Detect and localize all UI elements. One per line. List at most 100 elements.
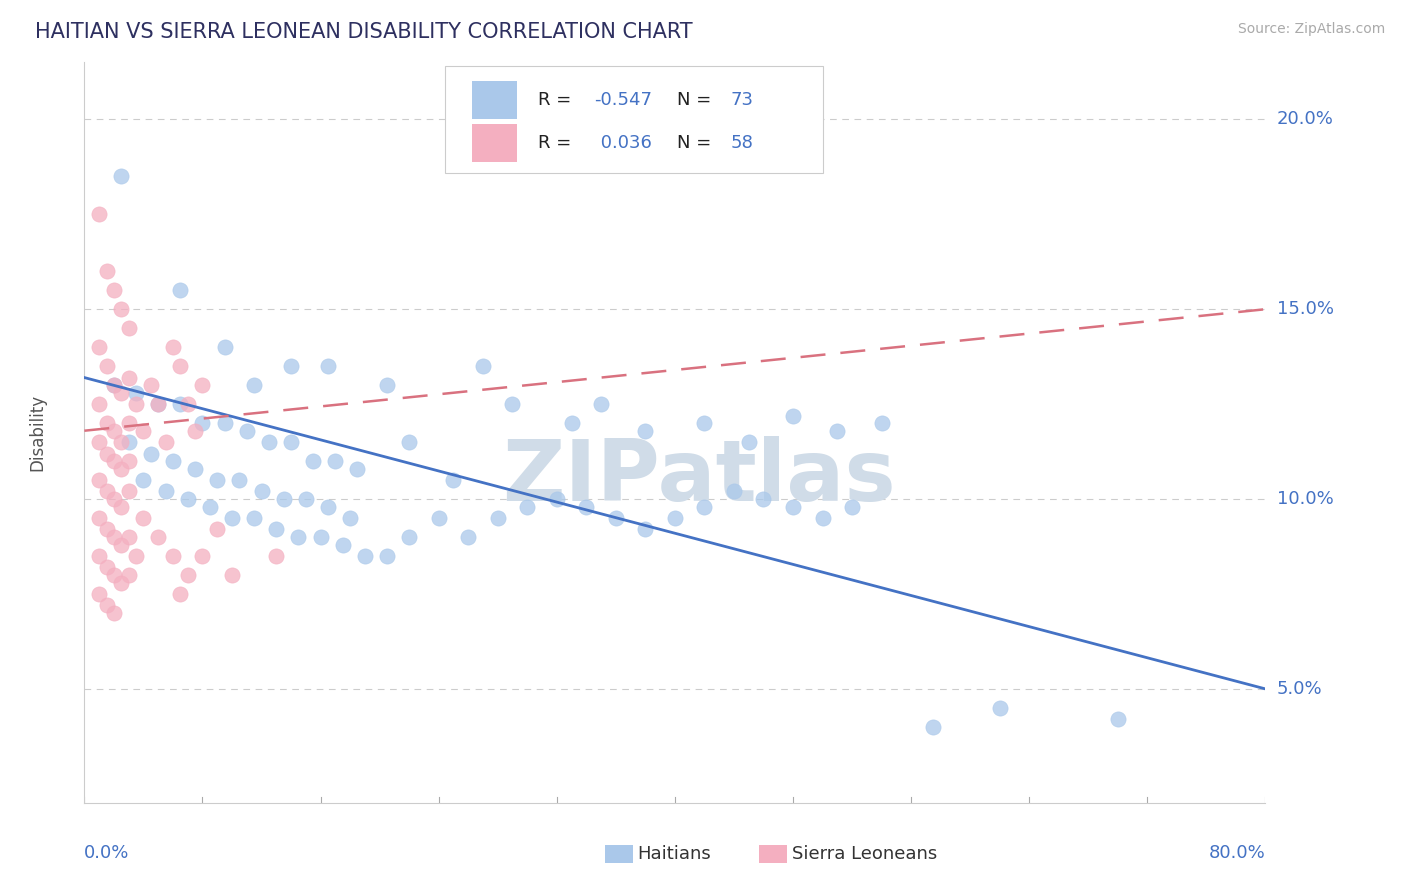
Point	[118, 435, 141, 450]
Point	[110, 435, 132, 450]
Point	[752, 491, 775, 506]
Point	[354, 549, 377, 563]
Point	[280, 435, 302, 450]
Point	[155, 435, 177, 450]
Point	[841, 500, 863, 514]
Text: Sierra Leoneans: Sierra Leoneans	[792, 845, 936, 863]
Point	[110, 461, 132, 475]
Point	[214, 340, 236, 354]
Text: ZIPatlas: ZIPatlas	[502, 435, 896, 518]
Point	[118, 568, 141, 582]
Point	[177, 491, 200, 506]
Point	[295, 491, 318, 506]
Point	[110, 538, 132, 552]
Point	[191, 549, 214, 563]
Point	[148, 530, 170, 544]
Point	[228, 473, 250, 487]
Point	[139, 446, 162, 460]
Point	[118, 484, 141, 499]
Point	[198, 500, 221, 514]
Point	[264, 549, 288, 563]
Point	[118, 370, 141, 384]
Point	[221, 511, 243, 525]
Point	[125, 385, 148, 400]
Point	[811, 511, 834, 525]
Point	[205, 523, 228, 537]
Point	[472, 359, 495, 374]
Point	[103, 606, 125, 620]
Point	[309, 530, 332, 544]
Point	[148, 397, 170, 411]
Point	[96, 264, 118, 278]
Point	[96, 416, 118, 430]
Point	[132, 511, 155, 525]
Point	[546, 491, 568, 506]
Text: R =: R =	[538, 91, 576, 109]
Point	[605, 511, 627, 525]
Point	[87, 511, 111, 525]
Text: N =: N =	[678, 134, 717, 153]
Point	[723, 484, 745, 499]
Point	[273, 491, 295, 506]
Point	[191, 378, 214, 392]
Point	[634, 424, 657, 438]
Point	[398, 435, 420, 450]
Point	[235, 424, 259, 438]
Point	[118, 530, 141, 544]
Point	[693, 416, 716, 430]
Point	[457, 530, 479, 544]
Point	[87, 397, 111, 411]
Point	[110, 302, 132, 317]
Point	[125, 397, 148, 411]
Point	[96, 560, 118, 574]
Point	[221, 568, 243, 582]
Point	[323, 454, 347, 468]
Point	[148, 397, 170, 411]
Text: R =: R =	[538, 134, 576, 153]
Point	[87, 340, 111, 354]
Point	[560, 416, 583, 430]
Point	[139, 378, 162, 392]
Point	[575, 500, 598, 514]
Point	[155, 484, 177, 499]
Text: 80.0%: 80.0%	[1209, 844, 1265, 862]
Point	[103, 491, 125, 506]
Point	[162, 549, 184, 563]
Text: N =: N =	[678, 91, 717, 109]
Point	[125, 549, 148, 563]
Text: HAITIAN VS SIERRA LEONEAN DISABILITY CORRELATION CHART: HAITIAN VS SIERRA LEONEAN DISABILITY COR…	[35, 22, 693, 42]
Point	[110, 169, 132, 184]
Point	[96, 359, 118, 374]
Point	[398, 530, 420, 544]
Point	[243, 378, 266, 392]
Point	[516, 500, 538, 514]
Point	[250, 484, 273, 499]
Point	[332, 538, 354, 552]
Point	[782, 409, 804, 423]
Point	[103, 283, 125, 297]
Point	[184, 461, 207, 475]
Text: 5.0%: 5.0%	[1277, 680, 1322, 698]
Point	[103, 424, 125, 438]
Point	[257, 435, 280, 450]
Point	[118, 321, 141, 335]
Point	[169, 587, 191, 601]
Point	[316, 359, 339, 374]
Text: 0.0%: 0.0%	[84, 844, 129, 862]
Text: Source: ZipAtlas.com: Source: ZipAtlas.com	[1237, 22, 1385, 37]
Point	[501, 397, 523, 411]
Point	[177, 568, 200, 582]
Point	[96, 484, 118, 499]
Point	[827, 424, 849, 438]
Point	[441, 473, 464, 487]
Point	[96, 446, 118, 460]
Point	[87, 549, 111, 563]
Point	[264, 523, 288, 537]
Point	[988, 701, 1011, 715]
FancyBboxPatch shape	[472, 124, 516, 162]
Text: -0.547: -0.547	[595, 91, 652, 109]
Point	[287, 530, 309, 544]
Point	[738, 435, 761, 450]
Point	[103, 378, 125, 392]
Point	[103, 530, 125, 544]
